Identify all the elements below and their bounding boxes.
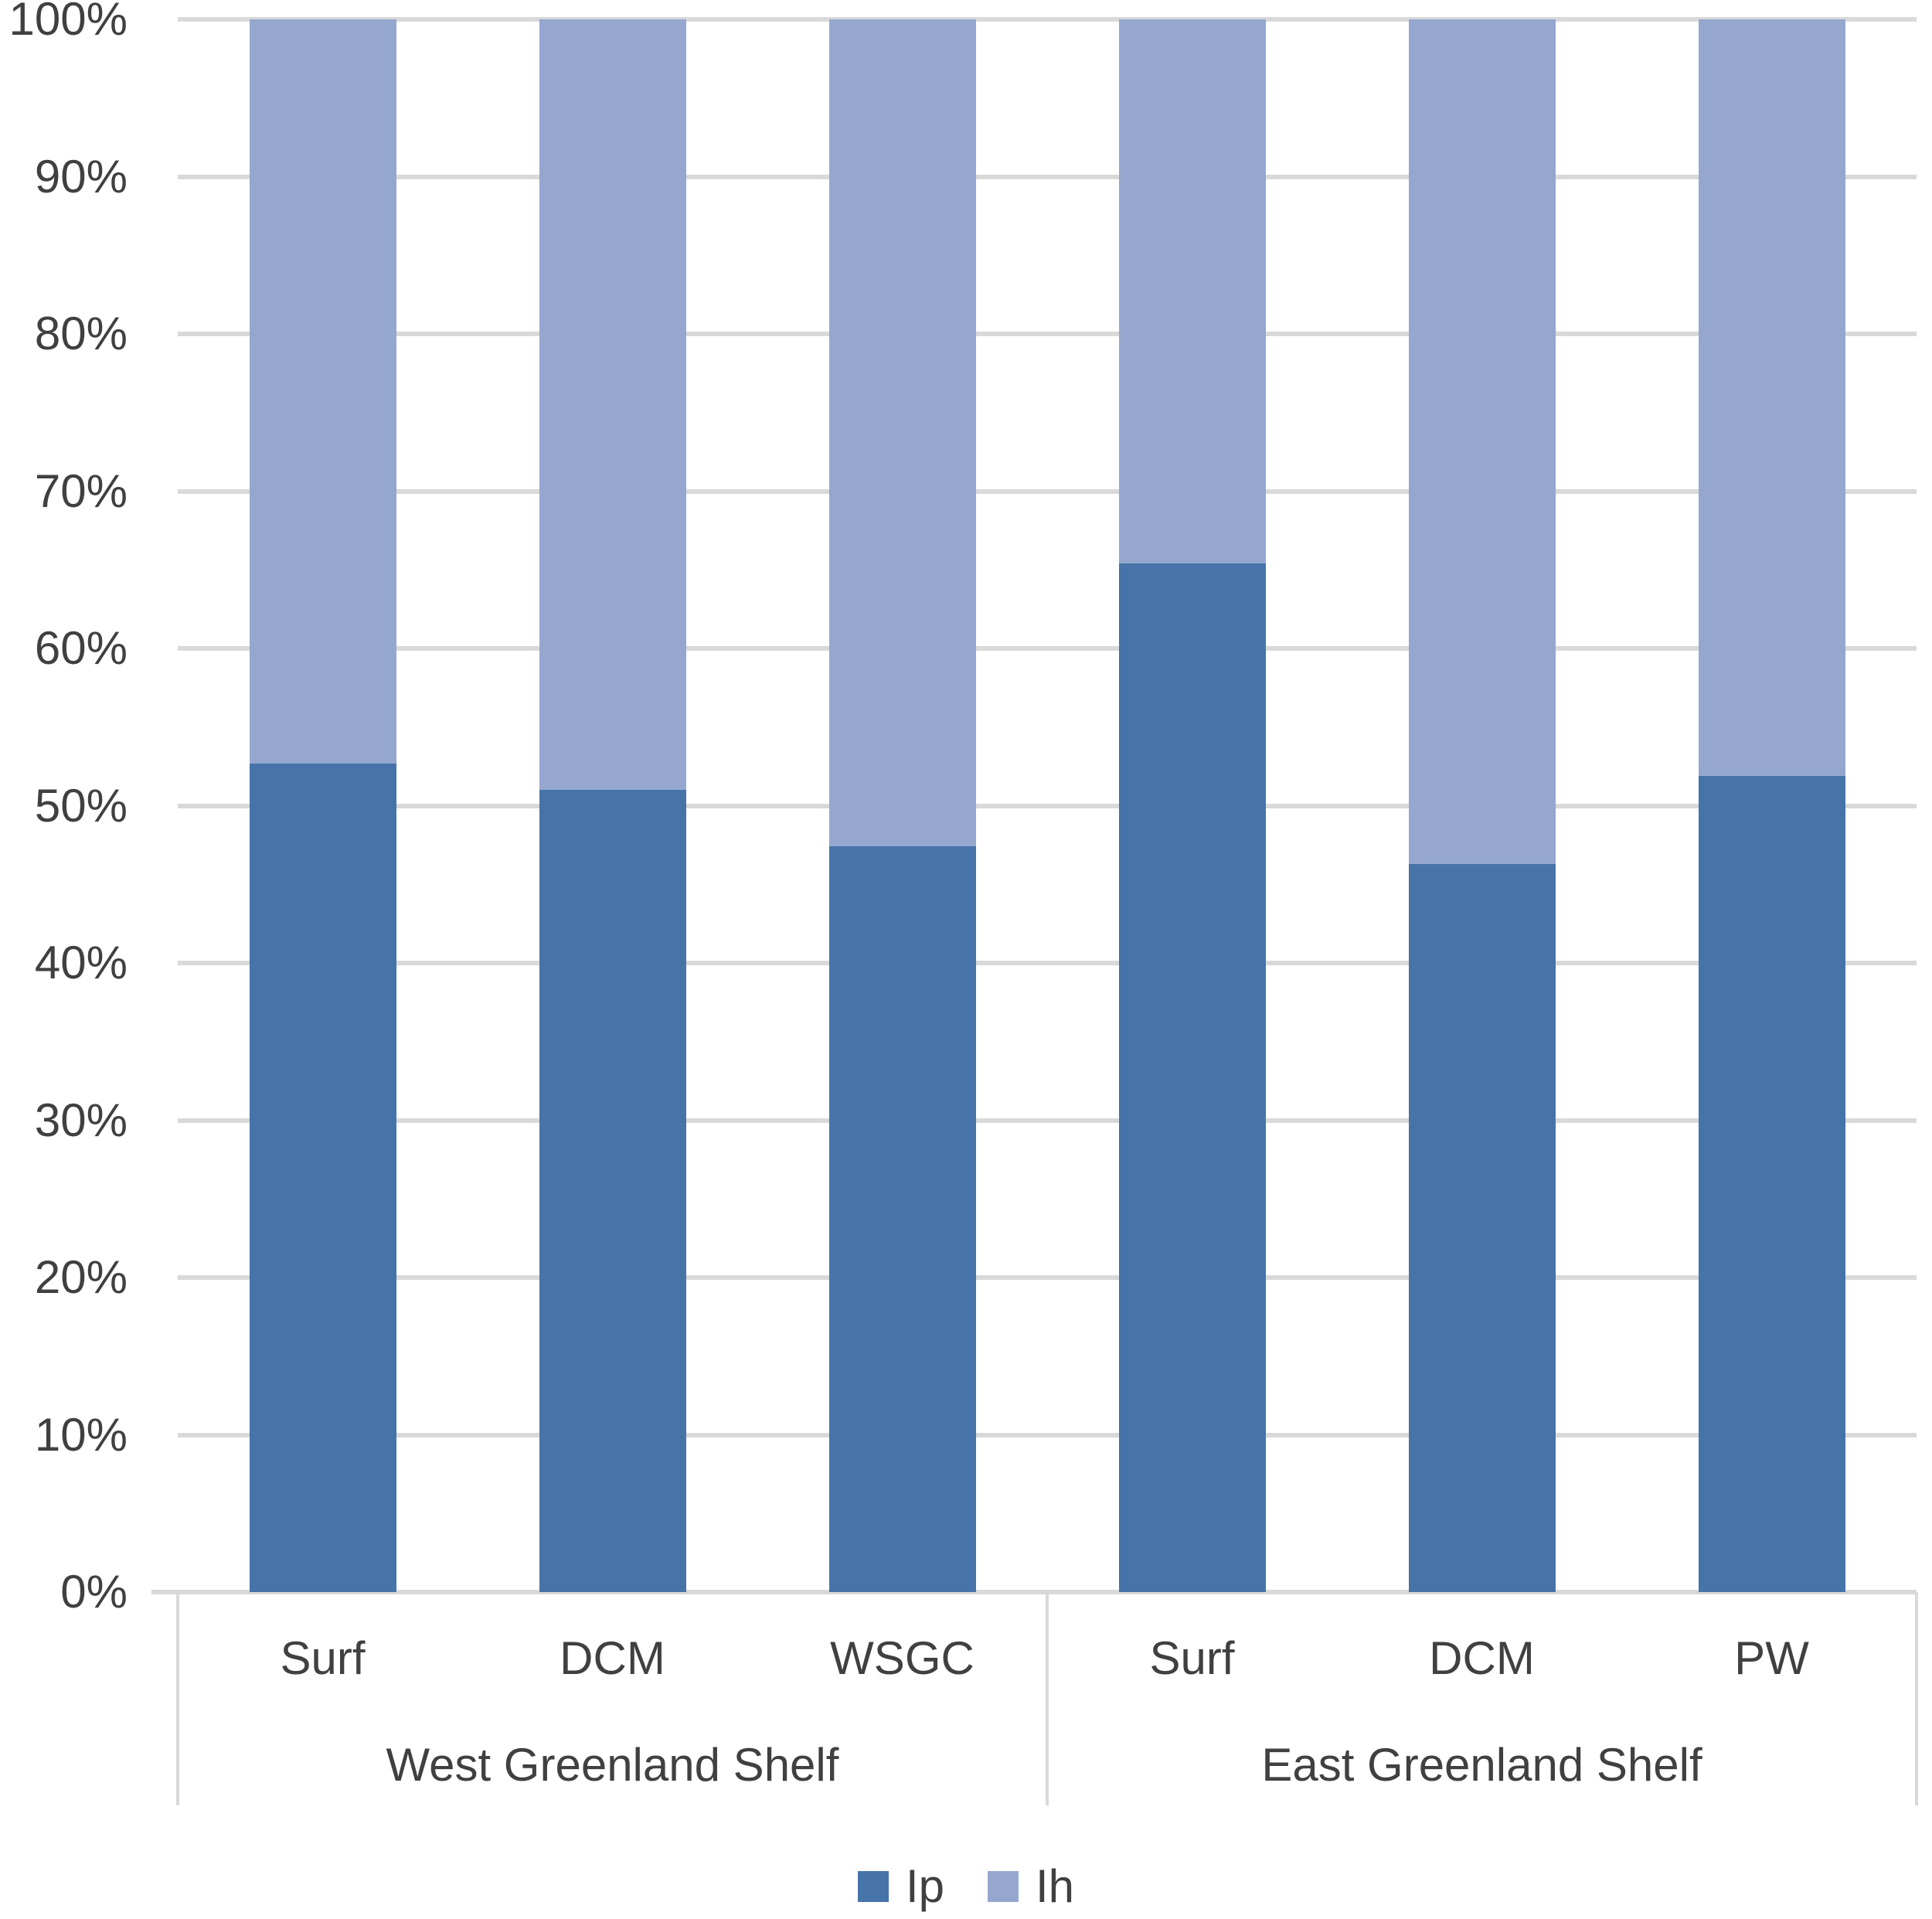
y-tick-label: 40%	[34, 937, 128, 988]
category-label: PW	[1734, 1631, 1809, 1684]
bar-segment-Ip	[828, 846, 976, 1592]
category-label: DCM	[1429, 1631, 1535, 1684]
gridline	[178, 17, 1917, 22]
category-label: WSGC	[830, 1631, 975, 1684]
y-tick-label: 100%	[9, 0, 128, 45]
axis-divider	[1046, 1592, 1049, 1805]
gridline	[178, 174, 1917, 179]
y-tick-label: 10%	[34, 1408, 128, 1461]
y-tick-label: 60%	[34, 622, 128, 674]
gridline	[178, 1275, 1917, 1280]
bar-segment-Ih	[249, 19, 396, 764]
y-tick-label: 80%	[34, 308, 128, 359]
legend-swatch-Ip	[857, 1871, 889, 1902]
axis-divider	[176, 1592, 179, 1805]
legend: Ip Ih	[0, 1853, 1932, 1919]
bar-segment-Ih	[1698, 19, 1845, 776]
bar-segment-Ih	[1408, 19, 1556, 864]
category-label: DCM	[560, 1631, 665, 1684]
bar-segment-Ih	[1118, 19, 1266, 564]
bar-segment-Ip	[539, 790, 686, 1592]
gridline	[178, 646, 1917, 651]
legend-label: Ih	[1036, 1860, 1075, 1912]
group-label: East Greenland Shelf	[1261, 1738, 1702, 1791]
bar-segment-Ip	[1408, 863, 1556, 1592]
y-tick-label: 0%	[60, 1566, 128, 1618]
legend-item: Ih	[988, 1860, 1075, 1912]
bar-segment-Ip	[1698, 775, 1845, 1592]
gridline	[178, 1118, 1917, 1123]
gridline	[178, 488, 1917, 494]
y-tick-label: 20%	[34, 1251, 128, 1303]
legend-item: Ip	[857, 1860, 944, 1912]
category-label: Surf	[1149, 1631, 1235, 1684]
gridline	[178, 961, 1917, 965]
legend-swatch-Ih	[988, 1871, 1019, 1902]
y-tick-label: 70%	[34, 464, 128, 517]
bar-segment-Ip	[249, 763, 396, 1592]
x-axis-line	[151, 1590, 1917, 1594]
bar-segment-Ih	[828, 19, 976, 847]
group-label: West Greenland Shelf	[386, 1738, 839, 1791]
y-tick-label: 30%	[34, 1094, 128, 1146]
gridline	[178, 332, 1917, 336]
gridline	[178, 1432, 1917, 1438]
category-label: Surf	[280, 1631, 366, 1684]
y-tick-label: 50%	[34, 779, 128, 832]
bar-segment-Ih	[539, 19, 686, 791]
gridline	[178, 803, 1917, 808]
bar-segment-Ip	[1118, 563, 1266, 1592]
y-tick-label: 90%	[34, 150, 128, 202]
axis-divider	[1915, 1592, 1918, 1805]
legend-label: Ip	[905, 1860, 944, 1912]
